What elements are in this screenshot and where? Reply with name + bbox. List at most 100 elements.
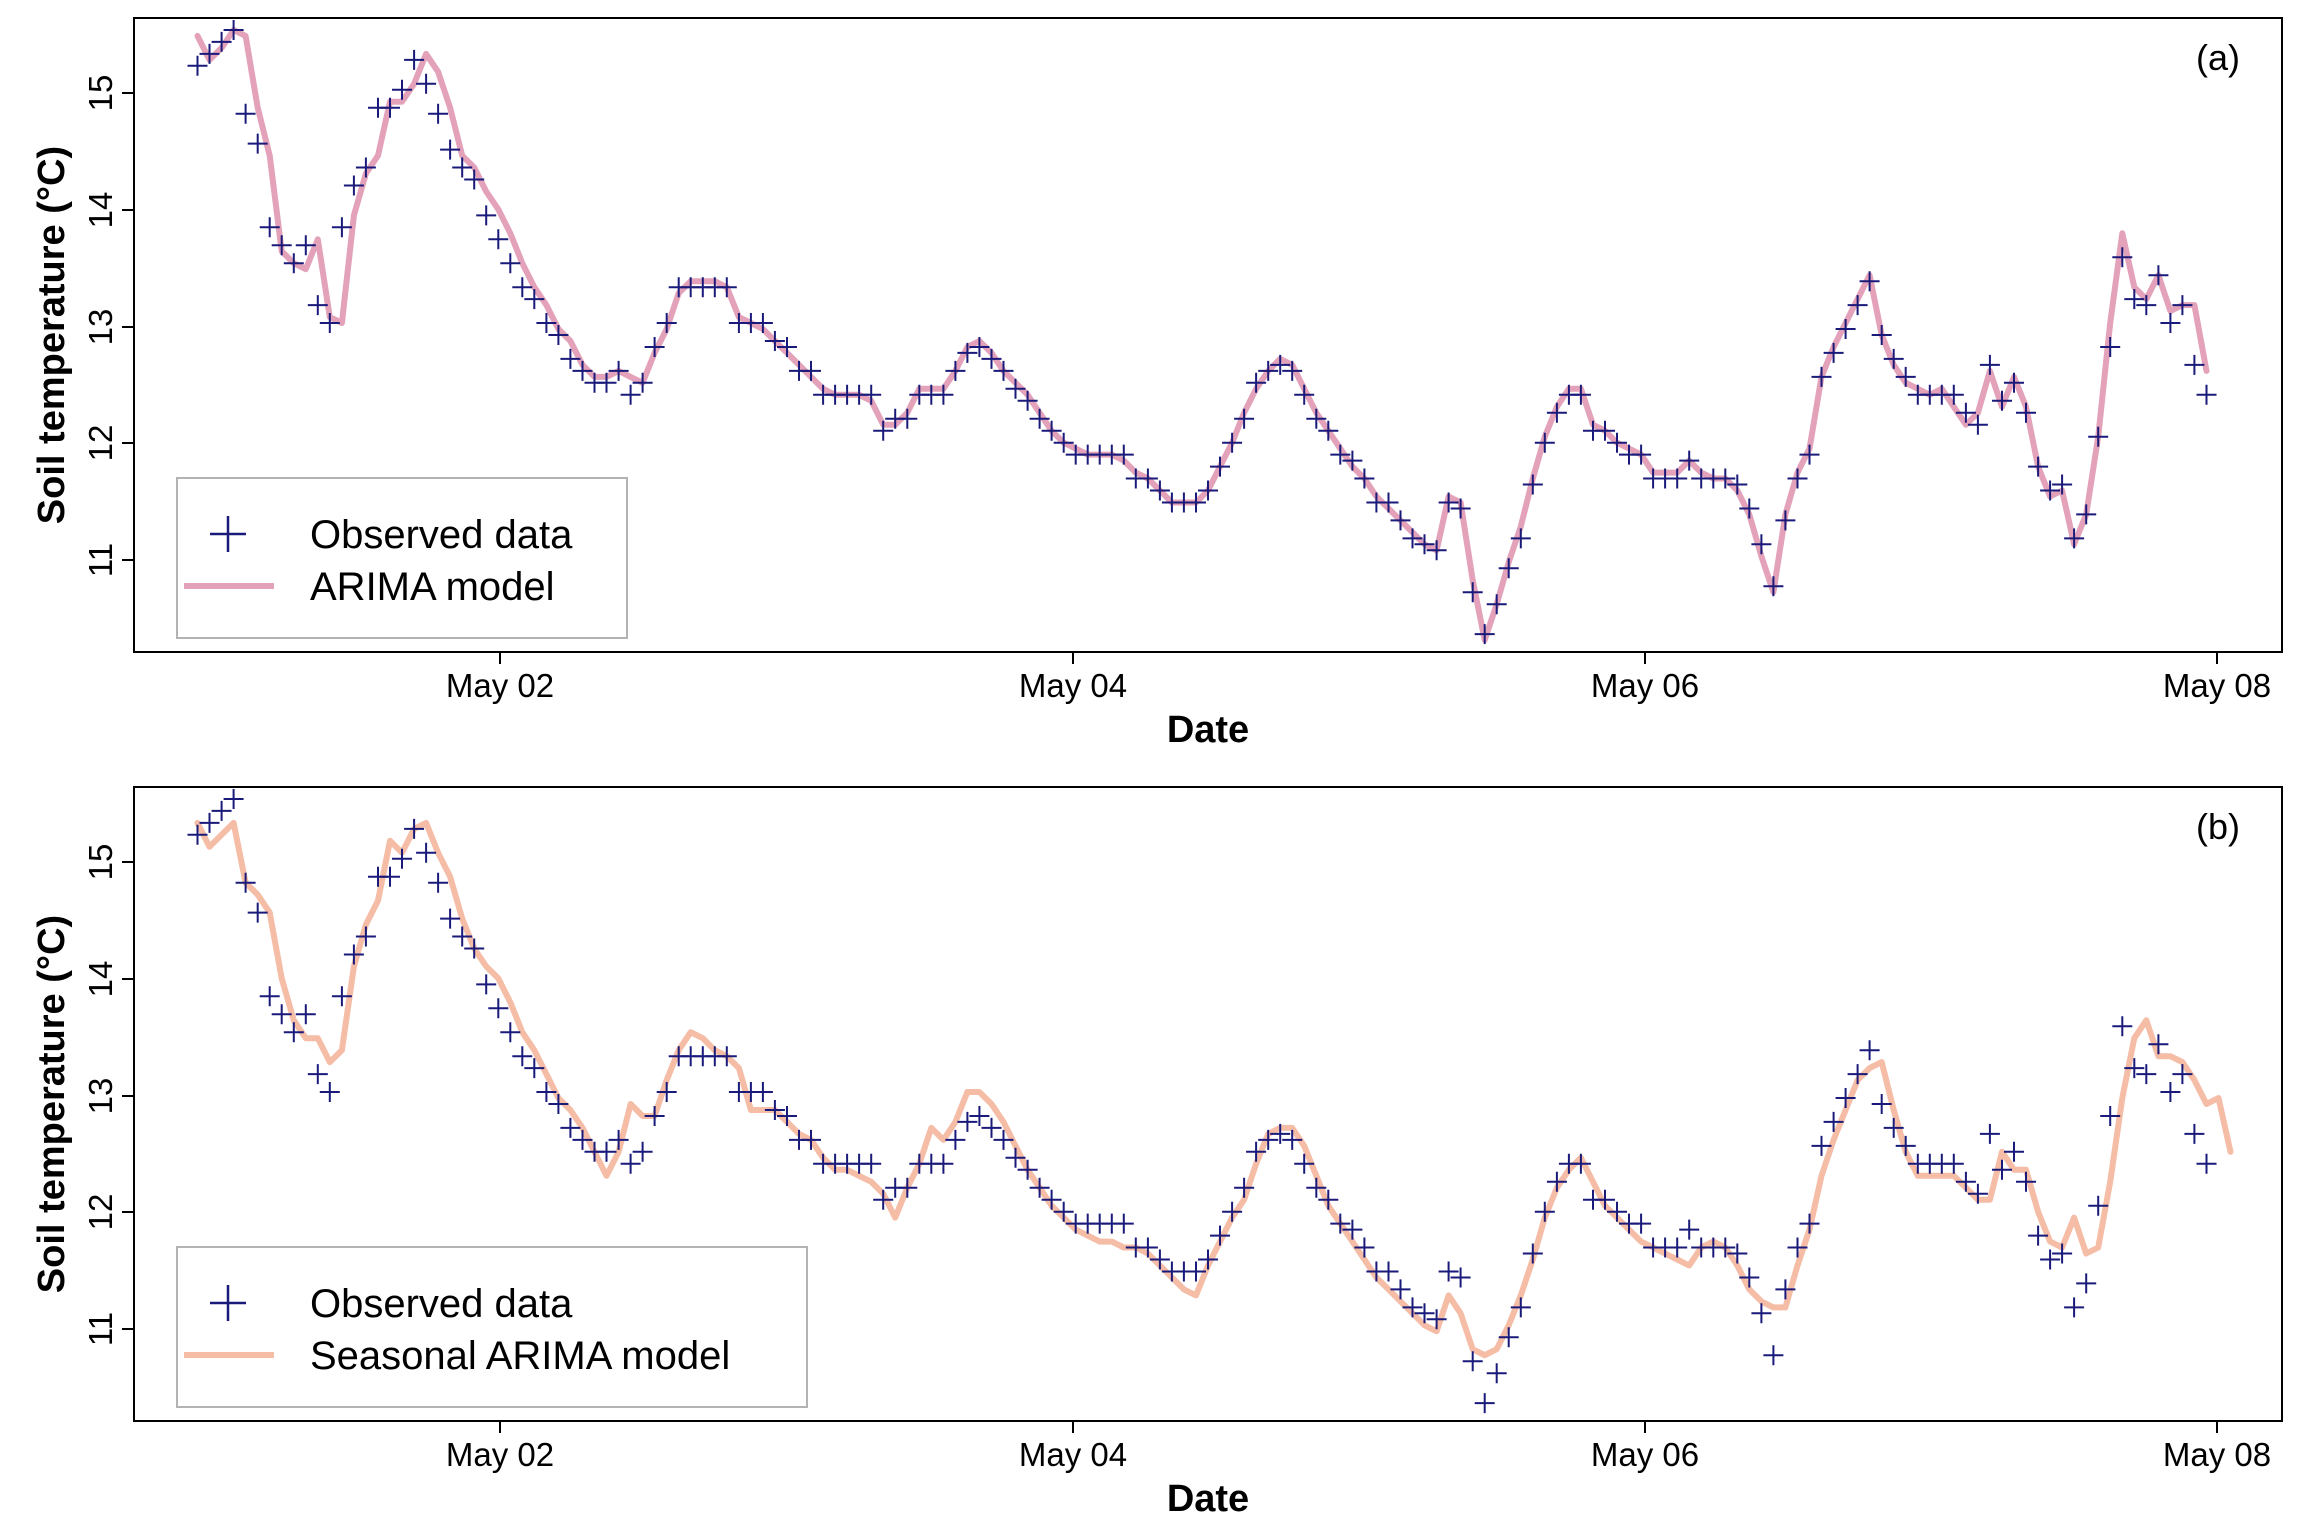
observed-point [1306,1177,1327,1198]
observed-point [656,313,677,333]
observed-point [933,384,954,405]
observed-point [2076,504,2097,525]
x-tick-label: May 02 [446,1436,554,1473]
observed-point [1258,360,1279,381]
observed-point [2004,372,2024,393]
observed-point [1510,528,1531,549]
y-tick-b: 13 [82,1078,134,1114]
observed-point [945,1129,966,1150]
observed-point [2136,295,2157,316]
legend-b: Observed data Seasonal ARIMA model [176,1246,808,1408]
observed-point [440,908,461,929]
observed-point [380,97,400,118]
observed-point [2028,1225,2049,1246]
x-tick-label: May 06 [1591,1436,1699,1473]
y-tick-label: 12 [82,1194,119,1231]
observed-point [1294,384,1315,405]
observed-point [500,253,521,274]
observed-point [2100,1106,2121,1126]
observed-point [1282,1129,1303,1150]
panel-b: (b) May 02 May 04 May 06 May 08 Date 11 … [31,786,2283,1520]
x-axis-title-a: Date [1167,709,1249,751]
observed-point [1149,1249,1170,1270]
observed-point [271,235,292,256]
x-axis-a: May 02 May 04 May 06 May 08 Date [446,652,2271,751]
observed-point [1294,1153,1315,1174]
y-tick-label: 13 [82,309,119,346]
observed-point [1799,444,1820,465]
observed-point [1426,540,1447,561]
observed-point [1667,468,1688,489]
observed-point [2016,402,2036,423]
x-tick-a: May 04 [1019,652,1127,704]
observed-point [307,295,328,316]
observed-point [1498,558,1519,579]
observed-point [1017,1159,1038,1180]
observed-point [1727,1243,1748,1264]
observed-point [560,1117,581,1138]
observed-point [1546,402,1567,423]
observed-point [1438,1261,1459,1282]
observed-point [1234,1177,1255,1198]
y-tick-b: 12 [82,1194,134,1231]
y-tick-b: 14 [82,961,134,997]
legend-a: Observed data ARIMA model [176,477,628,639]
observed-point [716,1046,737,1067]
observed-point [644,1106,665,1126]
x-tick-b: May 08 [2163,1421,2271,1473]
observed-point [536,1082,557,1102]
observed-point [343,175,364,196]
observed-point [1751,1303,1772,1324]
observed-point [1270,1123,1291,1144]
observed-point [392,848,412,869]
observed-point [1967,1183,1988,1204]
observed-point [416,73,437,94]
observed-point [1871,1094,1892,1114]
observed-point [1522,474,1543,495]
observed-point [2052,1243,2073,1264]
observed-point [1775,1279,1796,1300]
observed-point [1330,1213,1351,1234]
y-tick-a: 13 [82,309,134,346]
observed-point [331,217,352,238]
plot-area-a [187,20,2217,645]
observed-point [608,360,629,381]
y-tick-label: 15 [82,75,119,112]
observed-point [548,1094,569,1114]
y-tick-label: 11 [82,1312,119,1346]
observed-point [981,1117,1002,1138]
y-tick-a: 11 [82,543,134,577]
observed-point [2112,1016,2133,1037]
observed-point [777,1106,797,1126]
legend-box-a [176,477,628,639]
observed-point [512,277,533,298]
observed-point [428,103,449,124]
panel-a: (a) May 02 May 04 May 06 May 08 Date 11 … [31,17,2283,751]
observed-point [259,986,280,1007]
panel-label-b: (b) [2196,806,2240,847]
observed-point [1029,408,1050,429]
observed-point [1450,1267,1471,1288]
observed-point [1210,456,1230,477]
observed-point [1570,384,1591,405]
observed-point [1992,390,2012,411]
observed-point [235,103,256,124]
observed-point [524,289,545,310]
x-tick-b: May 06 [1591,1421,1699,1473]
observed-point [1510,1297,1531,1318]
observed-point [969,337,990,357]
x-tick-a: May 06 [1591,652,1699,704]
observed-point [1137,468,1158,489]
observed-point [1727,474,1748,495]
observed-point [1270,354,1291,375]
observed-point [1113,1213,1134,1234]
observed-point [1787,468,1808,489]
observed-point [211,31,232,52]
observed-point [801,360,821,381]
observed-point [1342,450,1363,471]
observed-point [295,1004,316,1025]
legend-label-model-a: ARIMA model [310,565,555,609]
observed-point [2124,1058,2145,1079]
observed-point [1198,1249,1218,1270]
observed-point [1955,1171,1976,1192]
